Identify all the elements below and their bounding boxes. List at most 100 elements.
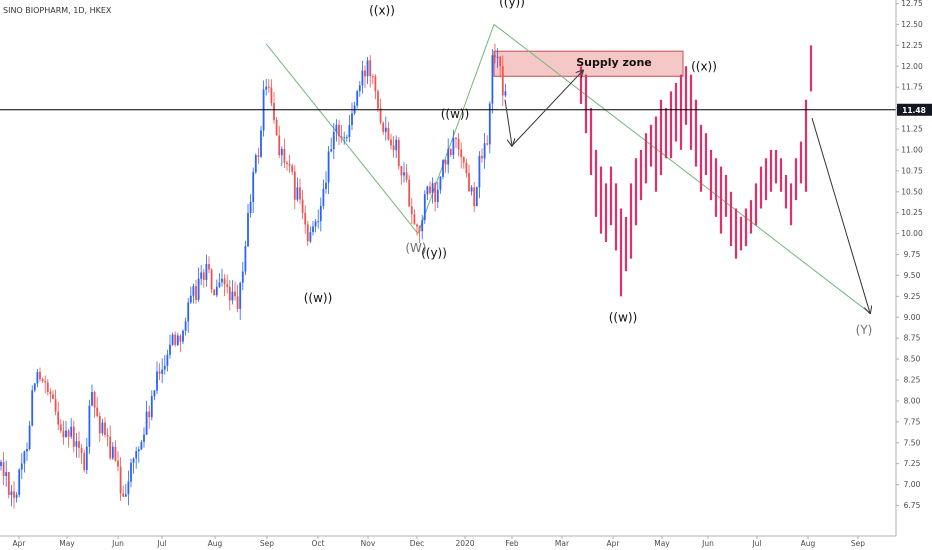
- candle-body: [169, 344, 171, 355]
- candle-body: [49, 391, 52, 394]
- candle-body: [26, 449, 28, 452]
- y-tick-label: 9.75: [904, 250, 921, 259]
- candle-body: [228, 286, 231, 301]
- candle-body: [39, 372, 41, 380]
- y-tick-label: 7.00: [904, 480, 921, 489]
- supply-zone-label: Supply zone: [576, 56, 652, 69]
- y-tick-label: 7.50: [904, 438, 921, 447]
- candle-body: [488, 103, 491, 145]
- candle-body: [332, 131, 335, 150]
- candle-body: [122, 493, 125, 497]
- chart-title: SINO BIOPHARM, 1D, HKEX: [3, 6, 112, 15]
- candle-body: [10, 491, 13, 495]
- candle-body: [410, 206, 413, 215]
- candle-body: [275, 119, 278, 136]
- candle-body: [356, 91, 359, 106]
- candle-body: [465, 162, 468, 173]
- candle-body: [189, 295, 192, 303]
- candle-body: [176, 335, 179, 345]
- candle-body: [205, 264, 208, 280]
- candle-body: [317, 221, 320, 223]
- candle-body: [260, 130, 262, 157]
- candle-body: [54, 398, 57, 412]
- candle-body: [46, 382, 49, 392]
- candle-body: [124, 494, 127, 497]
- candle-body: [444, 160, 447, 165]
- x-tick-label: Apr: [13, 539, 27, 548]
- candle-body: [478, 156, 481, 188]
- candle-body: [296, 187, 299, 200]
- candle-body: [187, 302, 190, 322]
- candle-body: [41, 379, 44, 381]
- x-tick-label: Dec: [410, 539, 425, 548]
- x-tick-label: May: [59, 539, 75, 548]
- candle-body: [291, 165, 294, 172]
- candle-body: [0, 462, 2, 466]
- candle-body: [171, 334, 174, 345]
- candle-body: [293, 171, 296, 200]
- candle-body: [218, 282, 221, 287]
- wave-label: ((w)): [304, 291, 333, 305]
- candle-body: [462, 157, 465, 163]
- candle-body: [486, 143, 489, 145]
- y-tick-label: 8.50: [904, 355, 921, 364]
- x-tick-label: Sep: [851, 539, 865, 548]
- candle-body: [449, 148, 452, 156]
- candle-body: [166, 354, 169, 366]
- candle-body: [44, 381, 47, 383]
- candle-body: [431, 183, 434, 194]
- projection-arrow-2: [811, 117, 870, 313]
- candle-body: [325, 182, 327, 189]
- candle-body: [457, 138, 460, 150]
- wave-label: ((w)): [441, 107, 470, 121]
- candle-body: [257, 155, 260, 157]
- wave-label: (Y): [856, 323, 873, 337]
- candle-body: [208, 264, 210, 270]
- candle-body: [403, 172, 405, 176]
- y-tick-label: 11.25: [901, 125, 923, 134]
- candle-body: [421, 220, 424, 232]
- candle-body: [231, 291, 234, 301]
- candle-body: [423, 194, 426, 221]
- y-tick-label: 12.25: [901, 41, 923, 50]
- wave-label: ((x)): [369, 3, 395, 17]
- wave-line-2: [493, 24, 871, 314]
- wave-label: ((w)): [609, 310, 638, 324]
- candle-body: [496, 56, 499, 58]
- candle-body: [132, 458, 135, 463]
- candle-body: [197, 278, 200, 300]
- y-tick-label: 10.25: [901, 208, 923, 217]
- candle-body: [345, 137, 348, 139]
- candle-body: [59, 424, 62, 431]
- x-tick-label: May: [654, 539, 670, 548]
- y-tick-label: 10.50: [901, 187, 923, 196]
- candle-body: [254, 155, 257, 173]
- candle-body: [348, 125, 351, 138]
- candle-body: [148, 411, 151, 418]
- candle-body: [72, 426, 75, 447]
- candle-body: [5, 472, 8, 476]
- candle-body: [52, 394, 54, 399]
- candle-body: [179, 335, 182, 342]
- y-tick-label: 12.75: [901, 0, 923, 8]
- candle-body: [468, 173, 470, 192]
- x-tick-label: Aug: [801, 539, 816, 548]
- candle-body: [369, 60, 372, 77]
- candle-body: [67, 430, 70, 437]
- candle-body: [436, 189, 439, 202]
- candle-body: [247, 213, 249, 247]
- candle-body: [390, 139, 392, 146]
- candle-body: [416, 224, 418, 227]
- candle-body: [299, 187, 301, 200]
- candle-body: [93, 392, 96, 408]
- candle-body: [182, 330, 184, 342]
- candle-body: [358, 85, 361, 92]
- x-tick-label: Mar: [555, 539, 570, 548]
- candle-body: [501, 66, 504, 96]
- candle-body: [127, 481, 130, 495]
- candle-body: [239, 282, 242, 309]
- y-tick-label: 10.00: [901, 229, 923, 238]
- wave-label: (W): [405, 241, 426, 255]
- y-tick-label: 11.00: [901, 145, 923, 154]
